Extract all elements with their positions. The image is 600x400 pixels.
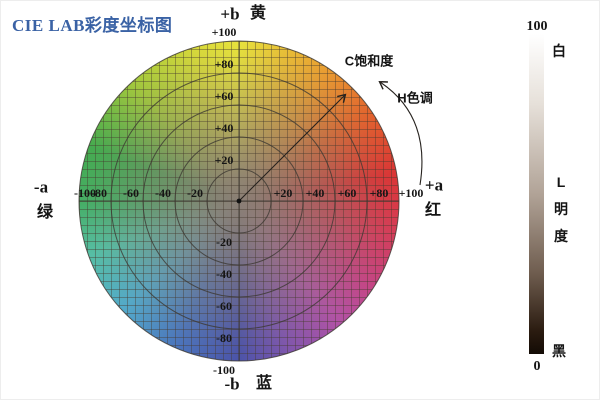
a-axis-tick-label: +20	[273, 186, 293, 200]
lightness-max-value: 100	[526, 19, 548, 34]
red-label: 红	[424, 202, 442, 219]
b-axis-tick-label: -40	[216, 267, 232, 281]
b-axis-tick-label: -60	[216, 299, 232, 313]
hue-label: H色调	[397, 90, 433, 106]
a-minus-sign-label: -a	[33, 177, 49, 197]
b-axis-tick-label: +60	[214, 89, 234, 103]
white-label: 白	[552, 43, 566, 59]
b-axis-tick-label: -80	[216, 331, 232, 345]
a-axis-tick-label: +40	[305, 186, 325, 200]
a-axis-tick-label: +100	[398, 186, 424, 200]
a-axis-tick-label: +80	[369, 186, 389, 200]
a-axis-tick-label: -60	[123, 186, 139, 200]
a-axis-tick-label: -20	[187, 186, 203, 200]
b-minus-sign-label: -b	[224, 374, 240, 394]
b-axis-tick-label: -100	[213, 363, 235, 377]
green-label: 绿	[36, 204, 54, 221]
chroma-saturation-label: C饱和度	[344, 53, 394, 69]
black-label: 黑	[552, 343, 566, 359]
lightness-axis-char-ming: 明	[554, 201, 568, 217]
lightness-min-value: 0	[533, 359, 541, 374]
b-axis-tick-label: -20	[216, 235, 232, 249]
color-wheel	[79, 41, 399, 361]
lightness-axis-char-l: L	[556, 174, 566, 190]
lightness-gradient-bar	[529, 34, 544, 354]
b-plus-sign-label: +b	[220, 4, 240, 24]
page-title: CIE LAB彩度坐标图	[12, 16, 173, 35]
a-axis-tick-label: -40	[155, 186, 171, 200]
a-axis-tick-label: -80	[91, 186, 107, 200]
blue-label: 蓝	[255, 375, 273, 392]
a-axis-tick-label: -100	[74, 186, 96, 200]
b-axis-tick-label: +100	[211, 25, 237, 39]
yellow-label: 黄	[249, 5, 267, 22]
b-axis-tick-label: +80	[214, 57, 234, 71]
b-axis-tick-label: +20	[214, 153, 234, 167]
a-plus-sign-label: +a	[424, 175, 444, 195]
a-axis-tick-label: +60	[337, 186, 357, 200]
lightness-axis-char-du: 度	[554, 228, 568, 244]
b-axis-tick-label: +40	[214, 121, 234, 135]
